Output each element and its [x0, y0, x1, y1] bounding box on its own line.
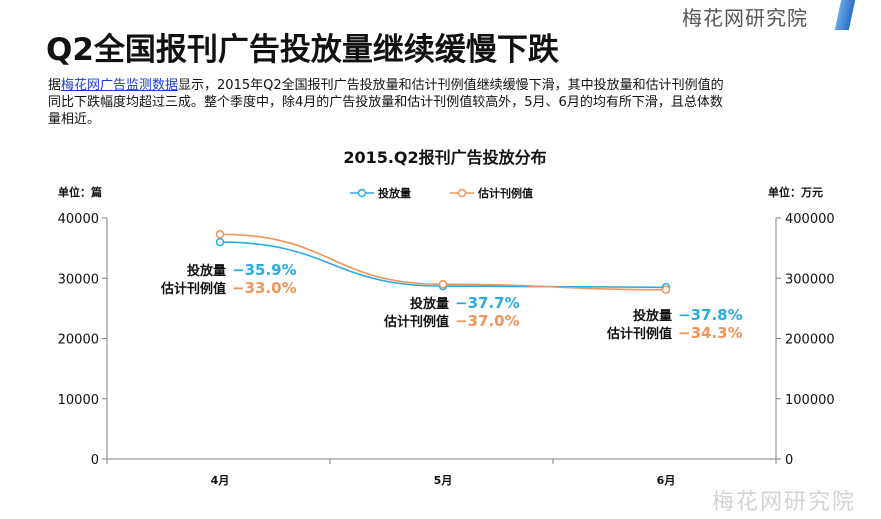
- y-left-tick-label: 0: [91, 453, 99, 468]
- x-tick-label: 6月: [657, 474, 676, 487]
- description-line2: 同比下跌幅度均超过三成。整个季度中，除4月的广告投放量和估计刊例值较高外，5月、…: [48, 95, 723, 110]
- legend-label-value: 估计刊例值: [477, 186, 533, 200]
- y-left-tick-label: 40000: [58, 212, 99, 227]
- description-line1-rest: 显示，2015年Q2全国报刊广告投放量和估计刊例值继续缓慢下滑，其中投放量和估计…: [178, 78, 724, 93]
- description-prefix: 据: [48, 78, 62, 93]
- annotation-change-volume: −35.9%: [232, 261, 297, 279]
- page-title: Q2全国报刊广告投放量继续缓慢下跌: [46, 32, 559, 68]
- monitoring-data-link[interactable]: 梅花网广告监测数据: [61, 78, 179, 93]
- annotation-label-value: 估计刊例值: [606, 326, 672, 342]
- description-paragraph: 据梅花网广告监测数据显示，2015年Q2全国报刊广告投放量和估计刊例值继续缓慢下…: [48, 77, 848, 128]
- legend-item-volume[interactable]: 投放量: [350, 186, 411, 200]
- data-point-value: [661, 285, 671, 294]
- y-left-tick-label: 10000: [58, 393, 99, 408]
- axes: 4月 5月 6月0100002000030000400000100000200000…: [58, 212, 835, 487]
- y-right-tick-label: 300000: [785, 272, 835, 287]
- y-right-tick-label: 0: [785, 453, 793, 468]
- annotation-change-volume: −37.8%: [678, 306, 743, 324]
- left-axis-unit: 单位：篇: [58, 185, 102, 199]
- annotation-label-volume: 投放量: [187, 263, 226, 279]
- chart-title: 2015.Q2报刊广告投放分布: [343, 148, 546, 167]
- x-tick-label: 5月: [434, 474, 453, 487]
- y-right-tick-label: 200000: [785, 333, 835, 348]
- annotation-label-volume: 投放量: [633, 308, 672, 324]
- legend-item-value[interactable]: 估计刊例值: [450, 186, 533, 200]
- annotation-change-value: −37.0%: [455, 312, 520, 330]
- series-lines: [215, 230, 671, 294]
- annotation-label-volume: 投放量: [410, 296, 449, 312]
- data-point-value: [438, 280, 448, 289]
- watermark: 梅花网研究院: [712, 490, 857, 515]
- legend: 投放量 估计刊例值: [350, 186, 533, 200]
- data-point-volume: [215, 237, 225, 247]
- brand-name: 梅花网研究院: [682, 6, 808, 30]
- annotation-label-value: 估计刊例值: [383, 314, 449, 330]
- change-annotations: 投放量 −35.9% 估计刊例值 −33.0% 投放量 −37.7% 估计刊例值 −37.0%…: [160, 261, 743, 342]
- y-left-tick-label: 30000: [58, 272, 99, 287]
- y-right-tick-label: 100000: [785, 393, 835, 408]
- description-line3: 量相近。: [48, 112, 101, 127]
- x-tick-label: 4月: [211, 474, 230, 487]
- annotation-change-value: −33.0%: [232, 279, 297, 297]
- y-right-tick-label: 400000: [785, 212, 835, 227]
- y-left-tick-label: 20000: [58, 333, 99, 348]
- annotation-label-value: 估计刊例值: [160, 281, 226, 297]
- legend-label-volume: 投放量: [378, 186, 411, 200]
- data-point-value: [215, 230, 225, 239]
- annotation-change-volume: −37.7%: [455, 294, 520, 312]
- right-axis-unit: 单位：万元: [768, 185, 823, 199]
- annotation-change-value: −34.3%: [678, 324, 743, 342]
